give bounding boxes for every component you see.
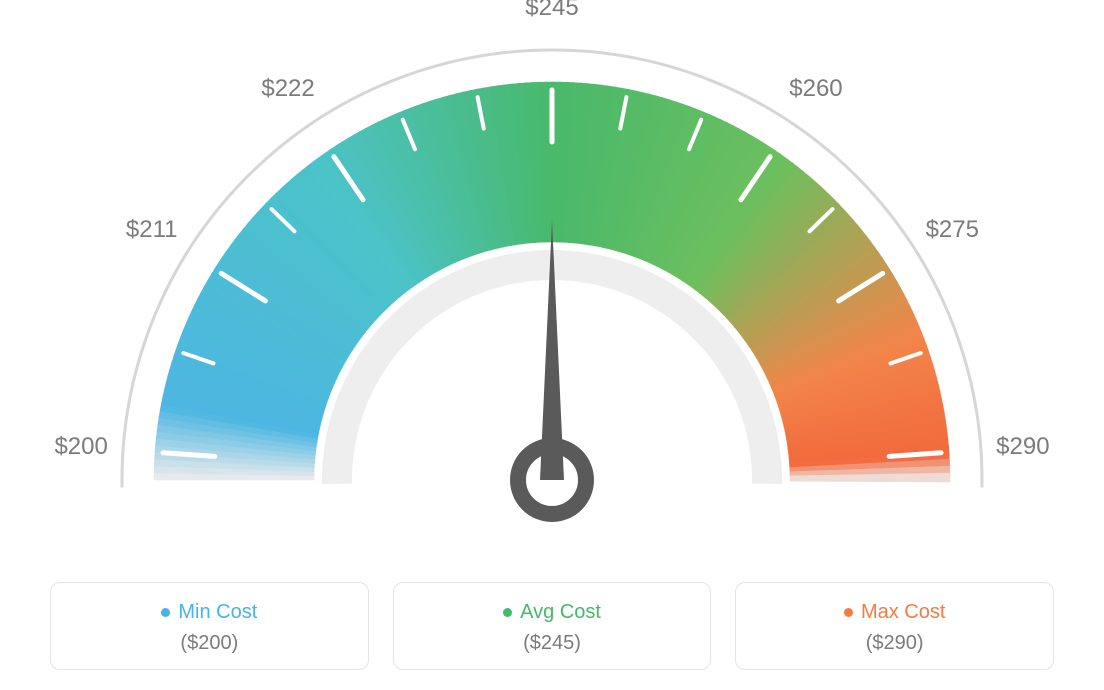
legend-title-max: Max Cost	[844, 601, 945, 624]
legend-dot-icon	[503, 608, 512, 617]
cost-gauge: $200 $211 $222 $245 $260 $275 $290	[0, 0, 1104, 560]
legend-value-avg: ($245)	[404, 632, 701, 655]
legend-title-min: Min Cost	[161, 601, 257, 624]
legend-value-min: ($200)	[61, 632, 358, 655]
gauge-tick-label: $260	[789, 75, 842, 103]
gauge-tick-label: $245	[525, 0, 578, 22]
legend-card-min: Min Cost ($200)	[50, 582, 369, 670]
legend-value-max: ($290)	[746, 632, 1043, 655]
gauge-tick-label: $222	[261, 75, 314, 103]
legend-title-avg: Avg Cost	[503, 601, 601, 624]
legend-title-text: Max Cost	[861, 601, 945, 624]
gauge-tick-label: $200	[54, 433, 107, 461]
legend-dot-icon	[844, 608, 853, 617]
legend-title-text: Min Cost	[178, 601, 257, 624]
legend-row: Min Cost ($200) Avg Cost ($245) Max Cost…	[50, 582, 1054, 670]
legend-dot-icon	[161, 608, 170, 617]
legend-title-text: Avg Cost	[520, 601, 601, 624]
gauge-tick-label: $290	[996, 433, 1049, 461]
gauge-tick-label: $275	[926, 216, 979, 244]
legend-card-max: Max Cost ($290)	[735, 582, 1054, 670]
legend-card-avg: Avg Cost ($245)	[393, 582, 712, 670]
gauge-svg	[0, 0, 1104, 560]
gauge-tick-label: $211	[126, 216, 178, 244]
